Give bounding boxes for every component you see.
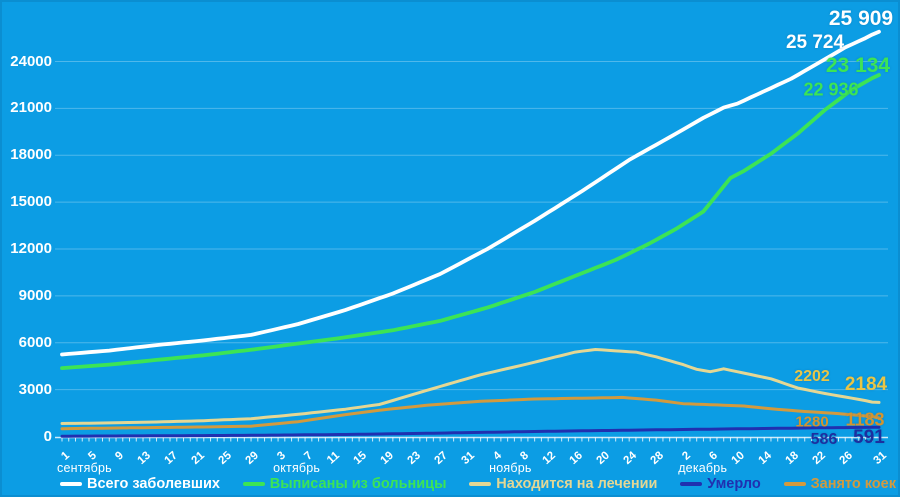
y-tick-label-12000: 12000 <box>10 240 52 257</box>
last-value-label-series-0: 25 909 <box>828 7 894 30</box>
y-tick-label-15000: 15000 <box>10 193 52 211</box>
month-label-ноябрь: ноябрь <box>489 461 532 475</box>
series-lines <box>60 29 881 438</box>
last-value-label-series-1: 23 134 <box>825 54 891 77</box>
y-tick-label-6000: 6000 <box>18 333 52 351</box>
legend-label-total: Всего заболевших <box>87 476 220 492</box>
y-tick-label-0: 0 <box>43 427 52 445</box>
line-находится-на-лечении <box>60 348 881 425</box>
line-занято-коек <box>60 395 881 431</box>
legend: Всего заболевших Выписаны из больницы На… <box>60 474 896 494</box>
legend-item-discharged: Выписаны из больницы <box>242 476 447 492</box>
prev-value-label-series-0: 25 724 <box>785 32 845 53</box>
legend-item-treatment: Находится на лечении <box>469 476 657 492</box>
y-tick-label-24000: 24000 <box>10 52 52 70</box>
beds-line-swatch <box>783 482 806 486</box>
treatment-line-swatch <box>469 482 492 486</box>
last-value-label-series-2: 2184 <box>844 374 888 395</box>
legend-label-died: Умерло <box>707 476 761 492</box>
line-умерло <box>60 425 881 438</box>
legend-item-beds: Занято коек <box>783 476 896 492</box>
x-axis <box>55 436 888 442</box>
last-value-label-series-3: 591 <box>853 427 885 448</box>
line-всего-заболевших <box>60 29 881 357</box>
discharged-line-swatch <box>242 482 265 486</box>
y-tick-label-21000: 21000 <box>10 99 52 117</box>
prev-value-label-series-1: 22 936 <box>803 79 859 100</box>
legend-item-total: Всего заболевших <box>60 476 220 492</box>
legend-label-beds: Занято коек <box>810 476 896 492</box>
prev-value-label-series-2: 2202 <box>794 368 830 385</box>
legend-label-treatment: Находится на лечении <box>496 476 658 492</box>
legend-item-died: Умерло <box>680 476 761 492</box>
line-выписаны-из-больницы <box>60 73 881 371</box>
y-tick-label-9000: 9000 <box>18 286 52 304</box>
total-line-swatch <box>60 482 82 486</box>
died-line-swatch <box>680 482 703 486</box>
y-tick-label-18000: 18000 <box>10 146 52 164</box>
prev-value-label-series-4: 1280 <box>795 413 829 431</box>
month-label-сентябрь: сентябрь <box>57 461 112 475</box>
gridlines <box>55 61 888 391</box>
last-value-label-series-4: 1183 <box>845 409 885 430</box>
month-label-декабрь: декабрь <box>678 461 728 475</box>
legend-label-discharged: Выписаны из больницы <box>269 476 447 492</box>
prev-value-label-series-3: 586 <box>810 431 838 448</box>
y-tick-label-3000: 3000 <box>18 380 52 398</box>
month-label-октябрь: октябрь <box>273 461 321 475</box>
